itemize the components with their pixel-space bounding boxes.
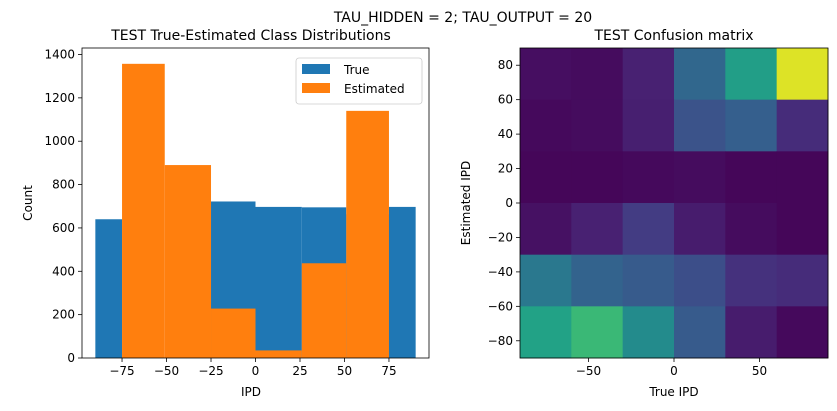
bar-true-7 — [388, 206, 416, 358]
heatmap-cell-r5-c2 — [622, 306, 675, 359]
heatmap-cell-r0-c3 — [674, 48, 726, 101]
heatmap-cell-r4-c5 — [776, 254, 829, 307]
histogram-x-tick-label: 0 — [252, 364, 260, 378]
histogram-y-tick-label: 600 — [52, 221, 75, 235]
histogram-y-tick-label: 200 — [52, 308, 75, 322]
heatmap-cell-r2-c4 — [725, 151, 778, 204]
heatmap-cell-r2-c0 — [520, 151, 572, 204]
heatmap-cell-r0-c2 — [622, 48, 675, 101]
histogram-y-tick-label: 0 — [67, 351, 75, 365]
histogram-x-tick-label: −75 — [109, 364, 134, 378]
heatmap-cell-r5-c0 — [520, 306, 572, 359]
histogram-y-ticks: 0 200 400 600 800 1000 1200 1400 — [44, 48, 82, 365]
heatmap-cell-r0-c4 — [725, 48, 778, 101]
bar-true-0 — [95, 219, 123, 358]
confusion-matrix-x-tick-label: 0 — [670, 364, 678, 378]
heatmap-cell-r4-c2 — [622, 254, 675, 307]
histogram-x-tick-label: 50 — [337, 364, 352, 378]
histogram-x-ticks: −75 −50 −25 0 25 50 75 — [109, 358, 397, 378]
heatmap-cell-r3-c2 — [622, 203, 675, 256]
heatmap-cell-r0-c1 — [571, 48, 624, 101]
histogram-y-label: Count — [21, 185, 35, 221]
confusion-matrix-x-ticks: −50 0 50 — [576, 358, 767, 378]
histogram-title: TEST True-Estimated Class Distributions — [110, 28, 391, 44]
heatmap-cell-r4-c3 — [674, 254, 726, 307]
heatmap-cell-r2-c2 — [622, 151, 675, 204]
confusion-matrix-axes-frame — [519, 47, 829, 359]
bar-true-4 — [255, 206, 302, 358]
histogram-x-tick-label: 75 — [381, 364, 396, 378]
heatmap-cell-r5-c1 — [571, 306, 624, 359]
heatmap-cell-r3-c1 — [571, 203, 624, 256]
heatmap-cell-r1-c3 — [674, 99, 726, 152]
legend-label-true: True — [343, 63, 370, 77]
legend-label-estimated: Estimated — [344, 82, 405, 96]
histogram-y-tick-label: 1200 — [44, 91, 75, 105]
heatmap-cell-r1-c5 — [776, 99, 829, 152]
heatmap-cell-r1-c0 — [520, 99, 572, 152]
histogram-legend: True Estimated — [295, 57, 423, 105]
histogram-y-tick-label: 1000 — [44, 134, 75, 148]
heatmap-cell-r5-c3 — [674, 306, 726, 359]
confusion-matrix-y-tick-label: 0 — [505, 196, 513, 210]
heatmap-cell-r3-c0 — [520, 203, 572, 256]
confusion-matrix-x-label: True IPD — [648, 385, 698, 399]
confusion-matrix-y-tick-label: 20 — [498, 162, 513, 176]
heatmap-cell-r2-c5 — [776, 151, 829, 204]
heatmap-cell-r1-c1 — [571, 99, 624, 152]
histogram-panel: TEST True-Estimated Class Distributions … — [21, 28, 430, 399]
histogram-y-tick-label: 800 — [52, 178, 75, 192]
confusion-matrix-cells — [520, 48, 829, 359]
bar-estimated-4 — [255, 350, 302, 358]
heatmap-cell-r3-c3 — [674, 203, 726, 256]
heatmap-cell-r5-c5 — [776, 306, 829, 359]
histogram-x-tick-label: 25 — [292, 364, 307, 378]
histogram-y-tick-label: 400 — [52, 264, 75, 278]
confusion-matrix-y-tick-label: −20 — [488, 230, 513, 244]
heatmap-cell-r2-c1 — [571, 151, 624, 204]
heatmap-cell-r0-c0 — [520, 48, 572, 101]
heatmap-cell-r4-c0 — [520, 254, 572, 307]
bar-estimated-6 — [346, 110, 389, 359]
heatmap-cell-r5-c4 — [725, 306, 778, 359]
figure-suptitle: TAU_HIDDEN = 2; TAU_OUTPUT = 20 — [333, 10, 592, 26]
legend-swatch-true — [302, 64, 330, 74]
heatmap-cell-r3-c5 — [776, 203, 829, 256]
confusion-matrix-y-tick-label: 40 — [498, 127, 513, 141]
legend-swatch-estimated — [302, 83, 330, 93]
heatmap-cell-r2-c3 — [674, 151, 726, 204]
histogram-y-tick-label: 1400 — [44, 48, 75, 62]
bar-estimated-1 — [122, 63, 165, 359]
heatmap-cell-r3-c4 — [725, 203, 778, 256]
confusion-matrix-title: TEST Confusion matrix — [593, 28, 753, 44]
histogram-axes-frame — [81, 47, 430, 359]
confusion-matrix-panel: TEST Confusion matrix −50 0 50 80 60 40 20 0 −2… — [459, 28, 829, 399]
confusion-matrix-y-tick-label: −60 — [488, 299, 513, 313]
confusion-matrix-x-tick-label: −50 — [576, 364, 601, 378]
histogram-bars — [95, 63, 416, 359]
bar-estimated-3 — [211, 308, 256, 358]
histogram-x-tick-label: −50 — [154, 364, 179, 378]
confusion-matrix-y-tick-label: 60 — [498, 93, 513, 107]
bar-estimated-2 — [164, 165, 212, 358]
confusion-matrix-x-tick-label: 50 — [752, 364, 767, 378]
histogram-x-tick-label: −25 — [198, 364, 223, 378]
confusion-matrix-y-tick-label: 80 — [498, 58, 513, 72]
heatmap-cell-r0-c5 — [776, 48, 829, 101]
bar-estimated-5 — [301, 263, 347, 358]
heatmap-cell-r4-c1 — [571, 254, 624, 307]
heatmap-cell-r4-c4 — [725, 254, 778, 307]
confusion-matrix-y-label: Estimated IPD — [459, 161, 473, 245]
histogram-x-label: IPD — [241, 385, 261, 399]
confusion-matrix-y-ticks: 80 60 40 20 0 −20 −40 −60 −80 — [488, 58, 520, 348]
heatmap-cell-r1-c2 — [622, 99, 675, 152]
heatmap-cell-r1-c4 — [725, 99, 778, 152]
confusion-matrix-y-tick-label: −80 — [488, 334, 513, 348]
confusion-matrix-y-tick-label: −40 — [488, 265, 513, 279]
